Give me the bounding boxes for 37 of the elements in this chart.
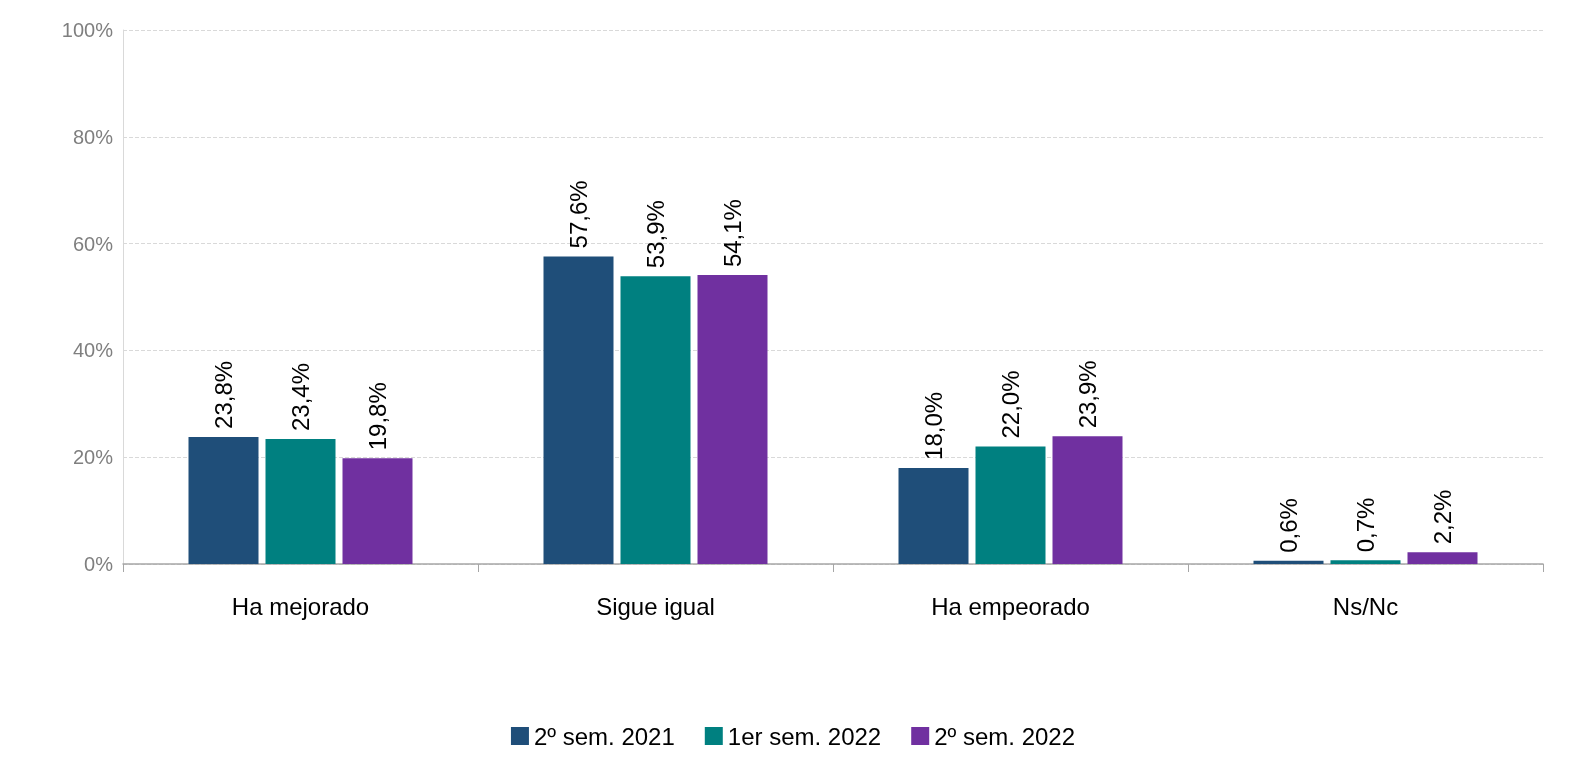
data-label: 23,8% — [210, 360, 237, 429]
bar — [1253, 560, 1324, 564]
bar — [1330, 560, 1401, 564]
x-tick-label: Ns/Nc — [1332, 592, 1399, 620]
bar — [697, 275, 768, 564]
data-label: 57,6% — [565, 180, 592, 249]
bar — [1052, 436, 1123, 564]
data-label: 0,6% — [1275, 498, 1302, 553]
legend-label: 2º sem. 2021 — [533, 722, 675, 750]
data-label: 23,9% — [1074, 360, 1101, 429]
bar — [543, 256, 614, 564]
data-label: 19,8% — [364, 382, 391, 451]
data-label: 54,1% — [719, 199, 746, 268]
legend-label: 1er sem. 2022 — [727, 722, 882, 750]
bar — [188, 436, 259, 564]
data-label: 0,7% — [1352, 497, 1379, 553]
data-label: 18,0% — [920, 391, 947, 460]
bar — [620, 276, 691, 564]
data-label: 22,0% — [997, 370, 1024, 439]
y-tick-label: 60% — [72, 232, 114, 255]
y-tick-label: 20% — [72, 446, 114, 469]
legend-label: 2º sem. 2022 — [934, 722, 1076, 750]
data-label: 23,4% — [287, 362, 314, 432]
bar — [1407, 552, 1478, 564]
y-tick-label: 40% — [72, 339, 114, 362]
y-tick-label: 100% — [61, 19, 114, 41]
bar — [898, 467, 969, 564]
x-tick-label: Ha mejorado — [231, 592, 370, 620]
bar — [975, 446, 1046, 564]
data-label: 53,9% — [642, 200, 669, 269]
x-tick-label: Sigue igual — [596, 592, 715, 620]
y-tick-label: 80% — [72, 125, 114, 148]
bar — [265, 439, 336, 564]
x-tick-label: Ha empeorado — [931, 592, 1090, 620]
data-label: 2,2% — [1429, 489, 1456, 545]
y-tick-label: 0% — [84, 553, 114, 575]
bar — [342, 458, 413, 564]
